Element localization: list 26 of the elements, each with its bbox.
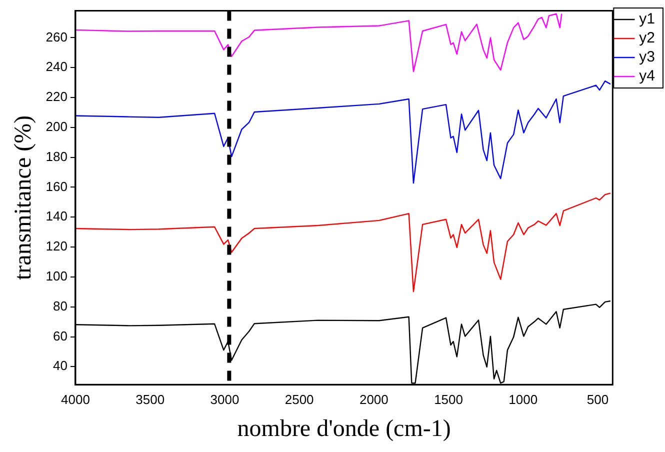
legend-label: y2	[639, 30, 655, 47]
y-tick-label: 220	[46, 89, 68, 104]
y-tick-label: 140	[46, 208, 68, 224]
legend-label: y4	[639, 68, 655, 85]
x-tick-label: 2000	[359, 392, 388, 407]
y-tick-label: 180	[46, 148, 68, 164]
y-tick-label: 60	[53, 328, 68, 344]
y-tick-label: 100	[46, 268, 68, 284]
y-tick-label: 240	[46, 59, 68, 74]
x-tick-label: 2500	[284, 392, 314, 407]
y-tick-label: 200	[46, 119, 68, 134]
y-axis-title: transmitance (%)	[10, 115, 37, 280]
x-axis-title: nombre d'onde (cm-1)	[237, 416, 451, 442]
x-tick-label: 1000	[508, 392, 538, 407]
x-tick-label: 4000	[61, 392, 90, 407]
legend-label: y1	[639, 10, 655, 28]
x-tick-label: 3000	[210, 392, 240, 407]
y-tick-label: 160	[46, 178, 68, 194]
y-tick-label: 80	[53, 298, 68, 314]
y-tick-label: 120	[46, 238, 68, 254]
y-tick-label: 260	[46, 29, 68, 44]
x-tick-label: 500	[586, 392, 609, 407]
x-tick-label: 3500	[136, 392, 165, 407]
legend-label: y3	[639, 48, 655, 66]
y-tick-label: 40	[53, 358, 68, 374]
x-tick-label: 1500	[434, 392, 463, 407]
